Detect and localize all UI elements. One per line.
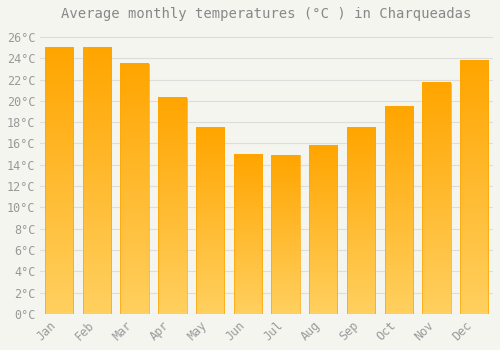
Bar	[196, 127, 224, 314]
Title: Average monthly temperatures (°C ) in Charqueadas: Average monthly temperatures (°C ) in Ch…	[62, 7, 472, 21]
Bar	[347, 127, 375, 314]
Bar	[120, 64, 149, 314]
Bar	[384, 106, 413, 314]
Bar	[422, 83, 450, 314]
Bar	[83, 48, 111, 314]
Bar	[234, 154, 262, 314]
Bar	[272, 155, 299, 314]
Bar	[309, 146, 338, 314]
Bar	[158, 98, 186, 314]
Bar	[460, 60, 488, 314]
Bar	[45, 48, 74, 314]
